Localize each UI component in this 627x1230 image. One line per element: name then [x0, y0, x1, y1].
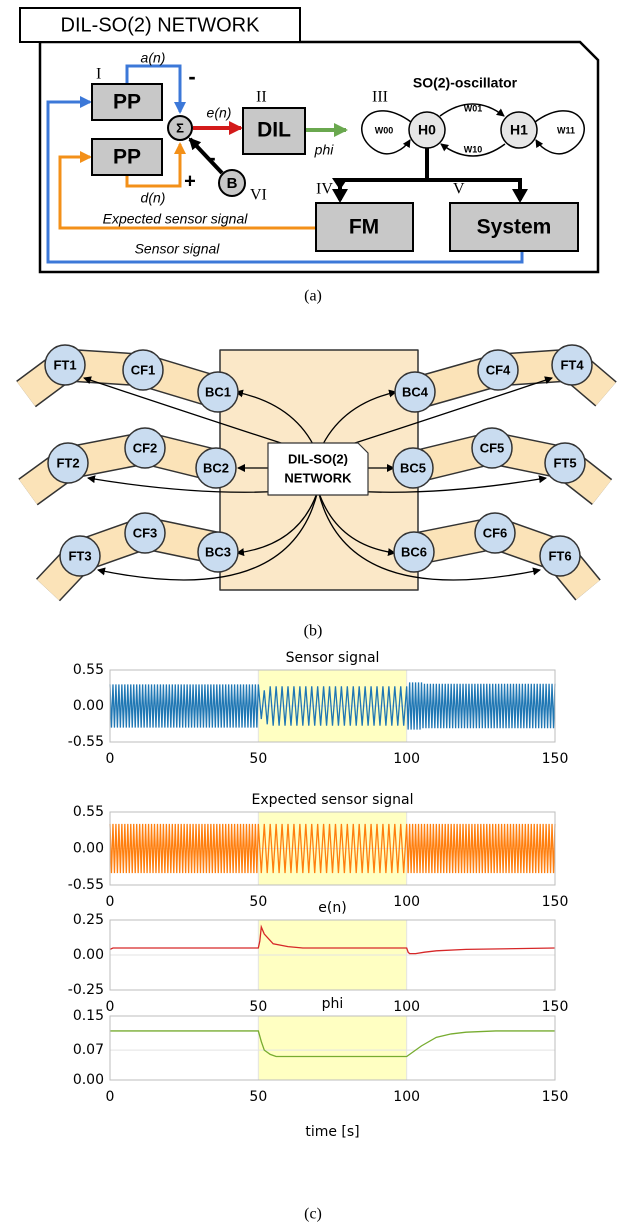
joint-label: CF3	[133, 525, 158, 540]
x-tick-label: 50	[249, 999, 267, 1015]
joint-label: CF5	[480, 440, 505, 455]
block-label: System	[477, 216, 552, 239]
x-tick-label: 100	[393, 751, 420, 767]
y-tick-label: 0.00	[73, 698, 104, 714]
network-label: NETWORK	[284, 470, 352, 485]
x-tick-label: 0	[106, 894, 115, 910]
x-tick-label: 100	[393, 999, 420, 1015]
neuron-label: H1	[510, 122, 528, 138]
caption: (b)	[304, 623, 323, 640]
x-tick-label: 150	[542, 751, 569, 767]
joint-label: BC5	[400, 460, 426, 475]
x-tick-label: 100	[393, 1089, 420, 1105]
diagram-a: DIL-SO(2) NETWORK PP PP Σ B DIL FM Syste…	[20, 8, 598, 305]
signal-label: Expected sensor signal	[103, 211, 249, 227]
weight-label: W00	[375, 125, 394, 135]
highlight-span	[258, 1016, 406, 1080]
signal-label: e(n)	[207, 105, 232, 121]
network-title: DIL-SO(2) NETWORK	[61, 14, 261, 36]
sign: +	[184, 170, 196, 192]
signal-label: phi	[314, 142, 335, 158]
y-tick-label: 0.00	[73, 841, 104, 857]
x-tick-label: 150	[542, 894, 569, 910]
x-tick-label: 150	[542, 999, 569, 1015]
y-tick-label: 0.55	[73, 662, 104, 678]
y-tick-label: -0.55	[68, 734, 104, 750]
joint-label: BC4	[402, 384, 429, 399]
chart-title: phi	[322, 996, 344, 1012]
y-tick-label: 0.55	[73, 804, 104, 820]
x-tick-label: 50	[249, 751, 267, 767]
joint-label: FT1	[53, 357, 76, 372]
chart-title: e(n)	[318, 900, 346, 916]
signal-label: d(n)	[141, 190, 166, 206]
joint-label: CF2	[133, 440, 158, 455]
block-label: FM	[349, 216, 379, 239]
weight-label: W10	[464, 144, 483, 154]
x-tick-label: 0	[106, 751, 115, 767]
x-axis-label: time [s]	[305, 1124, 359, 1140]
roman-label: I	[96, 66, 101, 83]
oscillator-title: SO(2)-oscillator	[413, 75, 518, 91]
sum-label: Σ	[176, 120, 184, 135]
signal-label: a(n)	[141, 50, 166, 66]
roman-label: VI	[250, 187, 267, 204]
y-tick-label: -0.55	[68, 877, 104, 893]
y-tick-label: 0.00	[73, 1072, 104, 1088]
chart-title: Expected sensor signal	[251, 792, 413, 808]
x-tick-label: 150	[542, 1089, 569, 1105]
figure: DIL-SO(2) NETWORK PP PP Σ B DIL FM Syste…	[0, 0, 627, 1230]
joint-label: CF1	[131, 362, 156, 377]
joint-label: FT5	[553, 455, 576, 470]
x-tick-label: 50	[249, 1089, 267, 1105]
weight-label: W01	[464, 103, 483, 113]
y-tick-label: 0.15	[73, 1008, 104, 1024]
joint-label: BC6	[401, 544, 427, 559]
x-tick-label: 0	[106, 1089, 115, 1105]
joint-label: CF4	[486, 362, 511, 377]
joint-label: FT3	[68, 548, 91, 563]
block-label: PP	[113, 146, 141, 169]
block-label: PP	[113, 91, 141, 114]
joint-label: CF6	[483, 525, 508, 540]
caption: (c)	[304, 1206, 322, 1223]
joint-label: BC1	[205, 384, 231, 399]
chart-title: Sensor signal	[286, 650, 380, 666]
y-tick-label: 0.00	[73, 947, 104, 963]
x-tick-label: 100	[393, 894, 420, 910]
network-label: DIL-SO(2)	[288, 451, 348, 466]
signal-label: Sensor signal	[135, 241, 221, 257]
weight-label: W11	[557, 125, 575, 135]
roman-label: IV	[316, 181, 333, 198]
caption: (a)	[304, 288, 322, 305]
y-tick-label: 0.07	[73, 1042, 104, 1058]
roman-label: V	[453, 181, 465, 198]
x-tick-label: 0	[106, 999, 115, 1015]
y-tick-label: -0.25	[68, 982, 104, 998]
joint-label: FT6	[548, 548, 571, 563]
joint-label: BC2	[203, 460, 229, 475]
roman-label: III	[372, 89, 388, 106]
joint-label: BC3	[205, 544, 231, 559]
bias-label: B	[227, 175, 238, 192]
x-tick-label: 50	[249, 894, 267, 910]
joint-label: FT4	[560, 357, 584, 372]
joint-label: FT2	[56, 455, 79, 470]
block-label: DIL	[257, 119, 291, 142]
y-tick-label: 0.25	[73, 912, 104, 928]
roman-label: II	[256, 89, 267, 106]
neuron-label: H0	[418, 122, 436, 138]
sign: -	[188, 64, 195, 89]
sign: -	[208, 145, 215, 170]
